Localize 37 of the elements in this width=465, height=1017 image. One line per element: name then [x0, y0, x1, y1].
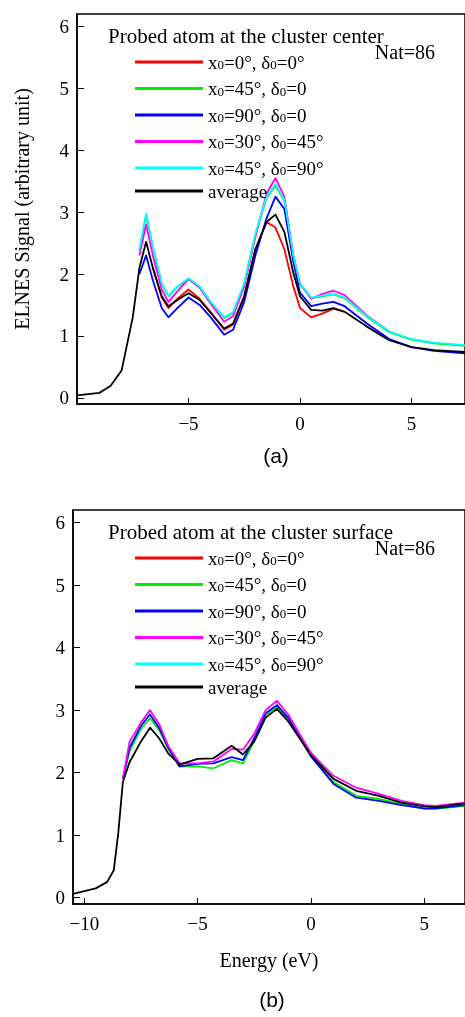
text: (a): [263, 444, 289, 467]
y-tick-label: 3: [59, 201, 69, 223]
y-tick-label: 0: [55, 887, 65, 909]
legend-label: x0=45°, δ0=90°: [208, 653, 324, 675]
y-tick-label: 6: [59, 15, 69, 37]
legend-label: x0=90°, δ0=0: [208, 600, 307, 622]
y-tick-label: 6: [55, 512, 65, 534]
x-axis-title: Energy (eV): [219, 949, 319, 972]
y-axis-title: ELNES Signal (arbitrary unit): [11, 88, 34, 330]
legend-label: x0=30°, δ0=45°: [208, 627, 324, 648]
y-tick-label: 4: [55, 637, 66, 659]
text: (b): [259, 988, 285, 1011]
legend-label: average: [208, 180, 268, 202]
x-tick-label: −5: [187, 913, 208, 934]
legend-label: x0=45°, δ0=90°: [208, 157, 324, 179]
x-tick-label: 5: [406, 413, 417, 434]
legend-label: x0=30°, δ0=45°: [208, 131, 324, 152]
x-tick-label: 0: [306, 913, 316, 934]
legend-label: average: [208, 676, 268, 698]
y-tick-label: 3: [55, 699, 65, 721]
y-tick-label: 2: [59, 263, 69, 285]
legend-label: x0=0°, δ0=0°: [208, 547, 305, 569]
y-tick-label: 4: [59, 139, 70, 161]
y-tick-label: 2: [55, 762, 65, 784]
y-tick-label: 0: [59, 387, 69, 409]
legend-label: x0=90°, δ0=0: [208, 104, 307, 126]
y-tick-label: 5: [55, 574, 65, 596]
legend-label: x0=0°, δ0=0°: [208, 51, 305, 73]
y-tick-label: 5: [59, 77, 69, 99]
x-tick-label: 0: [295, 413, 305, 434]
x-tick-label: 5: [419, 913, 429, 934]
y-tick-label: 1: [59, 325, 69, 347]
legend-label: x0=45°, δ0=0: [208, 78, 307, 99]
x-tick-label: −10: [69, 913, 100, 934]
legend-label: x0=45°, δ0=0: [208, 574, 307, 595]
x-tick-label: −5: [178, 413, 199, 434]
y-tick-label: 1: [55, 824, 65, 846]
